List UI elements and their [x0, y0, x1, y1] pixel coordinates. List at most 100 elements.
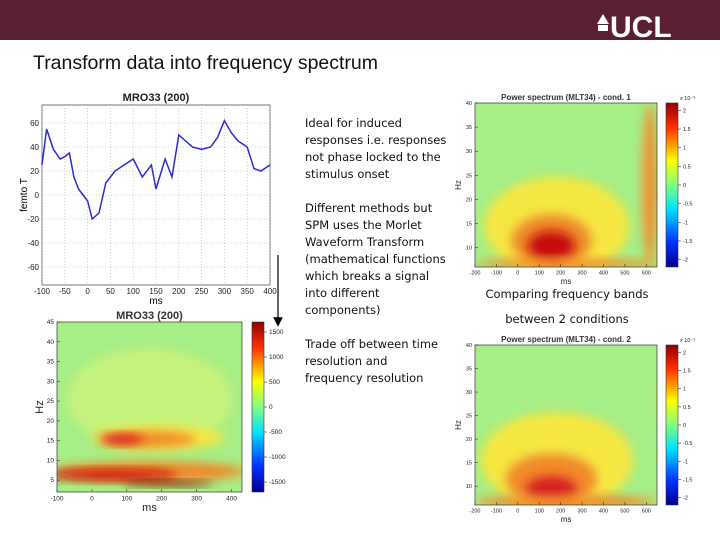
x-tick-label: 100 [535, 509, 544, 515]
colorbar-label: 2 [683, 108, 686, 114]
x-tick-label: 50 [106, 287, 115, 296]
chart-title: Power spectrum (MLT34) - cond. 2 [501, 335, 631, 344]
y-tick-label: 45 [47, 319, 55, 326]
y-tick-label: 10 [466, 484, 472, 490]
colorbar-label: -1 [683, 459, 688, 465]
colorbar-label: 1.5 [683, 368, 691, 374]
heatmap-region [57, 469, 178, 481]
body-text: not phase locked to the [305, 150, 441, 164]
x-axis-label: ms [561, 277, 572, 286]
y-tick-label: 40 [30, 143, 39, 152]
colorbar-label: 1500 [269, 329, 284, 336]
y-axis-label: Hz [34, 400, 46, 413]
y-tick-label: 60 [30, 119, 39, 128]
heatmap-region [527, 230, 576, 261]
x-tick-label: 100 [121, 496, 132, 503]
x-tick-label: 0 [90, 496, 94, 503]
body-text: Ideal for induced [305, 116, 402, 130]
y-tick-label: -20 [27, 215, 39, 224]
x-tick-label: 0 [85, 287, 90, 296]
colorbar-label: -0.5 [683, 441, 692, 447]
x-axis-label: ms [149, 296, 162, 307]
colorbar-label: -1000 [269, 454, 286, 461]
y-tick-label: 30 [466, 390, 472, 396]
x-tick-label: 500 [620, 271, 629, 277]
y-tick-label: 20 [47, 418, 55, 425]
x-tick-label: 150 [149, 287, 163, 296]
caption-text: between 2 conditions [505, 312, 629, 326]
plot-frame [56, 321, 243, 493]
y-tick-label: 40 [466, 101, 472, 107]
heatmap-region [66, 347, 233, 450]
x-tick-label: 600 [642, 509, 651, 515]
x-axis-label: ms [561, 515, 572, 524]
colorbar-label: -1.5 [683, 239, 692, 245]
colorbar-label: -1.5 [683, 478, 692, 484]
y-tick-label: 40 [47, 339, 55, 346]
data-line [41, 118, 271, 221]
x-tick-label: 200 [156, 496, 167, 503]
body-text: (mathematical functions [305, 252, 446, 266]
body-text: resolution and [305, 354, 387, 368]
body-text: stimulus onset [305, 167, 390, 181]
caption-text: Comparing frequency bands [485, 287, 648, 301]
heatmap-image [475, 345, 657, 505]
x-tick-label: 200 [556, 271, 565, 277]
x-tick-label: 350 [241, 287, 255, 296]
body-text: Waveform Transform [305, 235, 424, 249]
y-tick-label: -60 [27, 263, 39, 272]
colorbar-label: -1500 [269, 479, 286, 486]
y-tick-label: -40 [27, 239, 39, 248]
colorbar-scale: x 10⁻³ [680, 338, 695, 344]
y-tick-label: 35 [47, 359, 55, 366]
x-tick-label: 300 [191, 496, 202, 503]
x-tick-label: 100 [127, 287, 141, 296]
colorbar-label: 2 [683, 350, 686, 356]
colorbar-label: 1 [683, 387, 686, 393]
x-tick-label: 400 [226, 496, 237, 503]
colorbar-label: 500 [269, 379, 280, 386]
heatmap-region [99, 434, 144, 445]
text-column: Ideal for induced responses i.e. response… [304, 116, 649, 385]
x-tick-label: -100 [491, 509, 502, 515]
colorbar-label: -500 [269, 429, 282, 436]
y-tick-label: 20 [466, 197, 472, 203]
chart-title: MRO33 (200) [116, 310, 183, 322]
colorbar-label: -0.5 [683, 202, 692, 208]
y-tick-label: 15 [466, 222, 472, 228]
x-tick-label: 200 [556, 509, 565, 515]
colorbar-label: -2 [683, 258, 688, 264]
body-text: frequency resolution [305, 371, 423, 385]
y-tick-label: 0 [35, 191, 40, 200]
colorbar-label: 0.5 [683, 164, 691, 170]
x-tick-label: 100 [535, 271, 544, 277]
x-tick-label: 300 [577, 271, 586, 277]
plot-frame [474, 344, 658, 506]
x-tick-label: 600 [642, 271, 651, 277]
y-tick-label: 25 [47, 398, 55, 405]
y-tick-label: 10 [47, 457, 55, 464]
chart-title: Power spectrum (MLT34) - cond. 1 [501, 93, 631, 102]
body-text: responses i.e. responses [305, 133, 446, 147]
x-tick-label: 250 [195, 287, 209, 296]
y-tick-label: 15 [466, 461, 472, 467]
colorbar-label: 0 [683, 423, 686, 429]
y-tick-label: 25 [466, 173, 472, 179]
y-tick-label: 25 [466, 414, 472, 420]
plot-frame [474, 102, 658, 268]
colorbar-label: 0 [683, 183, 686, 189]
colorbar-label: 0 [269, 404, 273, 411]
y-tick-label: 35 [466, 125, 472, 131]
slide-title: Transform data into frequency spectrum [33, 52, 378, 74]
x-tick-label: -100 [34, 287, 51, 296]
colorbar-label: -1 [683, 220, 688, 226]
colorbar-label: 1 [683, 146, 686, 152]
x-tick-label: 200 [172, 287, 186, 296]
body-text: Trade off between time [304, 337, 438, 351]
x-tick-label: 500 [620, 509, 629, 515]
body-text: into different [305, 286, 380, 300]
